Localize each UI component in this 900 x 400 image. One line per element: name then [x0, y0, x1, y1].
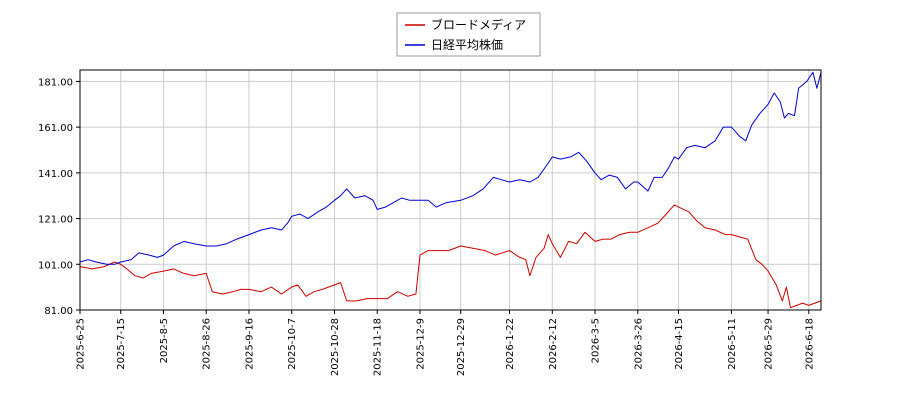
x-tick-label: 2026-5-29 [764, 318, 775, 370]
legend-label-1: 日経平均株価 [431, 37, 503, 52]
y-tick-label: 81.00 [44, 306, 73, 317]
x-tick-label: 2026-5-11 [727, 318, 738, 370]
x-tick-label: 2026-2-12 [548, 318, 559, 370]
y-tick-label: 121.00 [38, 215, 73, 226]
series-line-1 [79, 71, 822, 265]
x-tick-label: 2025-12-29 [456, 318, 467, 376]
x-tick-label: 2025-11-18 [373, 318, 384, 376]
series-line-0 [79, 204, 822, 309]
y-tick-label: 141.00 [38, 169, 73, 180]
y-tick-label: 181.00 [38, 77, 73, 88]
x-tick-label: 2026-3-5 [591, 318, 602, 363]
x-tick-label: 2025-8-5 [159, 318, 170, 363]
y-tick-label: 161.00 [38, 123, 73, 134]
x-tick-label: 2026-6-18 [804, 318, 815, 370]
x-tick-label: 2026-1-22 [505, 318, 516, 370]
x-tick-label: 2025-8-26 [202, 318, 213, 370]
x-axis: 2025-6-25 2025-7-15 2025-8-5 2025-8-26 2025-… [76, 310, 815, 376]
x-tick-label: 2025-12-9 [415, 318, 426, 370]
grid-lines [79, 70, 821, 311]
y-tick-label: 101.00 [38, 260, 73, 271]
x-tick-label: 2026-3-26 [633, 318, 644, 370]
x-tick-label: 2025-7-15 [116, 318, 127, 370]
y-axis: 81.00 101.00 121.00 141.00 161.00 181.00 [38, 77, 80, 317]
x-tick-label: 2025-10-28 [330, 318, 341, 376]
legend-box [396, 12, 541, 57]
x-tick-label: 2025-10-7 [287, 318, 298, 370]
plot-frame [79, 69, 822, 311]
x-tick-label: 2025-6-25 [76, 318, 87, 370]
x-tick-label: 2025-9-16 [244, 318, 255, 370]
x-tick-label: 2026-4-15 [674, 318, 685, 370]
series-lines [79, 71, 822, 309]
legend-label-0: ブロードメディア [431, 17, 526, 32]
